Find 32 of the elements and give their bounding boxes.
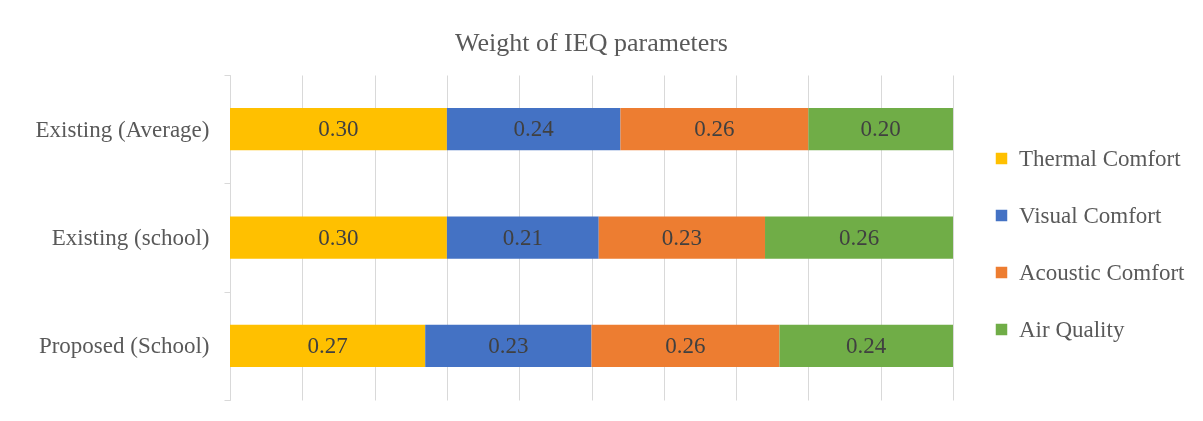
bar [808,108,953,151]
bar [446,216,599,259]
legend-label: Acoustic Comfort [1019,259,1186,285]
y-tick-label: Proposed (School) [38,333,210,359]
data-label: 0.26 [838,224,880,250]
data-label: 0.23 [661,224,702,250]
data-label: 0.24 [846,332,887,358]
data-label: 0.30 [318,116,359,142]
y-tick-label: Existing (Average) [35,116,210,142]
data-label: 0.30 [318,224,359,250]
legend-label: Thermal Comfort [1019,145,1182,171]
bar [425,324,592,367]
bar [765,216,953,259]
y-tick-label: Existing (school) [51,225,210,250]
legend-label: Air Quality [1019,316,1125,342]
data-label: 0.21 [502,224,543,250]
bar [230,324,426,367]
bar [230,108,447,151]
legend-label: Visual Comfort [1019,202,1162,228]
data-label: 0.23 [488,332,529,358]
data-label: 0.24 [513,116,555,142]
bar [779,324,953,367]
bar [230,216,447,259]
bar [598,216,766,259]
data-label: 0.26 [694,116,735,142]
data-label: 0.26 [665,332,706,358]
chart-title: Weight of IEQ parameters [455,28,728,57]
bar [620,108,809,151]
bar [591,324,780,367]
data-label: 0.20 [860,116,901,142]
bar [446,108,621,151]
data-label: 0.27 [307,332,348,358]
